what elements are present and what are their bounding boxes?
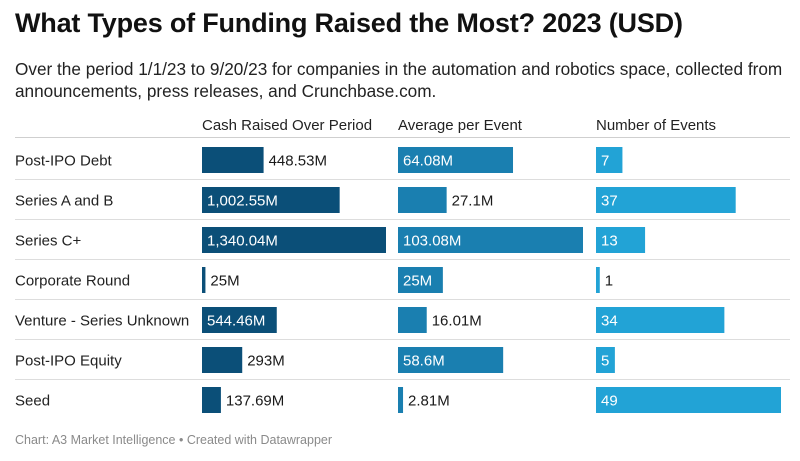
data-label: 49 xyxy=(601,393,618,410)
data-label: 64.08M xyxy=(403,153,453,170)
data-label: 27.1M xyxy=(452,193,494,210)
data-label: 34 xyxy=(601,313,618,330)
bar-1 xyxy=(202,347,243,373)
category-label: Corporate Round xyxy=(15,273,130,290)
bar-3 xyxy=(596,347,615,373)
data-label: 58.6M xyxy=(403,353,445,370)
data-label: 544.46M xyxy=(207,313,265,330)
data-label: 16.01M xyxy=(432,313,482,330)
data-label: 13 xyxy=(601,233,618,250)
data-label: 1 xyxy=(605,273,613,290)
data-label: 1,340.04M xyxy=(207,233,278,250)
data-label: 5 xyxy=(601,353,609,370)
category-label: Venture - Series Unknown xyxy=(15,313,189,330)
bar-3 xyxy=(596,227,646,253)
data-label: 448.53M xyxy=(269,153,327,170)
bar-2 xyxy=(398,267,443,293)
bar-2 xyxy=(398,147,514,173)
data-label: 293M xyxy=(247,353,285,370)
bar-1 xyxy=(202,187,340,213)
bar-3 xyxy=(596,387,781,413)
bar-1 xyxy=(202,267,206,293)
data-label: 1,002.55M xyxy=(207,193,278,210)
data-label: 7 xyxy=(601,153,609,170)
bar-2 xyxy=(398,387,404,413)
bar-3 xyxy=(596,187,736,213)
bar-1 xyxy=(202,147,264,173)
column-header-2: Average per Event xyxy=(398,117,523,134)
data-label: 137.69M xyxy=(226,393,284,410)
column-header-3: Number of Events xyxy=(596,117,716,134)
category-label: Seed xyxy=(15,393,50,410)
bar-3 xyxy=(596,307,725,333)
bar-1 xyxy=(202,387,221,413)
chart-footer: Chart: A3 Market Intelligence • Created … xyxy=(15,433,333,447)
data-label: 2.81M xyxy=(408,393,450,410)
bar-1 xyxy=(202,307,277,333)
bar-2 xyxy=(398,307,427,333)
data-label: 103.08M xyxy=(403,233,461,250)
bar-3 xyxy=(596,267,600,293)
bar-1 xyxy=(202,227,386,253)
data-label: 25M xyxy=(210,273,239,290)
data-label: 37 xyxy=(601,193,618,210)
category-label: Post-IPO Debt xyxy=(15,153,113,170)
bar-3 xyxy=(596,147,623,173)
bar-2 xyxy=(398,347,504,373)
column-header-1: Cash Raised Over Period xyxy=(202,117,372,134)
category-label: Series C+ xyxy=(15,233,82,250)
chart-title: What Types of Funding Raised the Most? 2… xyxy=(15,8,683,38)
bar-2 xyxy=(398,227,583,253)
data-label: 25M xyxy=(403,273,432,290)
category-label: Series A and B xyxy=(15,193,113,210)
category-label: Post-IPO Equity xyxy=(15,353,122,370)
bar-2 xyxy=(398,187,447,213)
chart-subtitle: Over the period 1/1/23 to 9/20/23 for co… xyxy=(15,59,783,101)
